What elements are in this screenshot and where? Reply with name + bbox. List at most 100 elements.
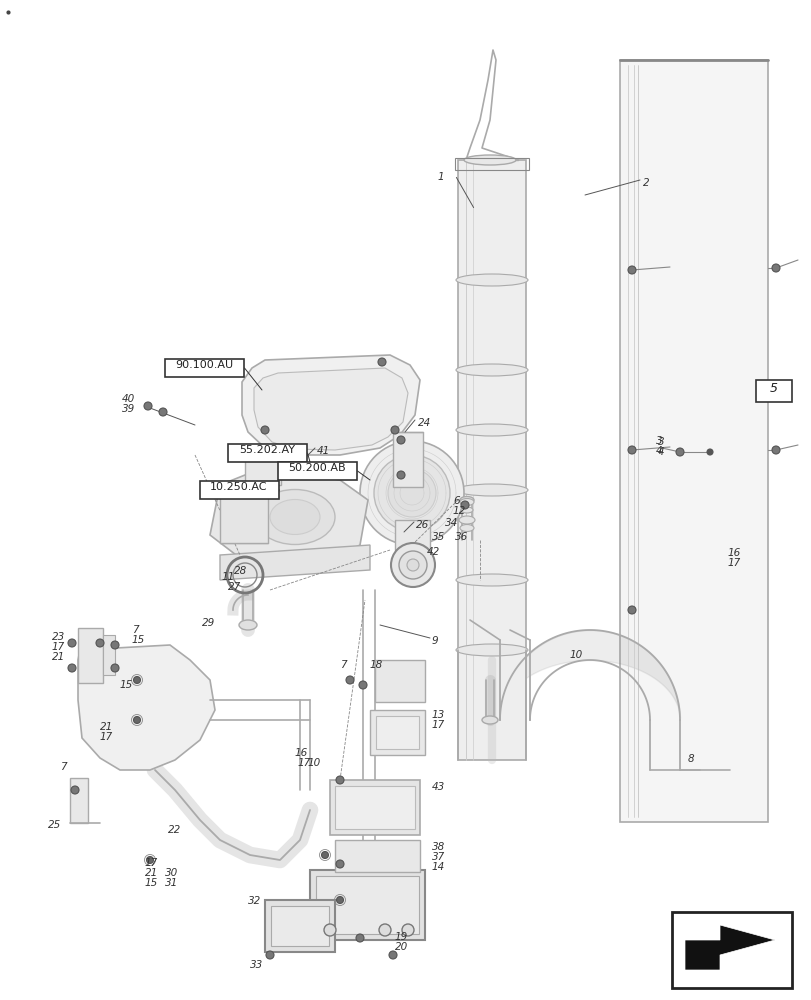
Bar <box>220 488 268 543</box>
Text: 31: 31 <box>165 878 178 888</box>
Circle shape <box>388 469 436 517</box>
Bar <box>200 481 279 499</box>
Text: 21: 21 <box>145 868 158 878</box>
Text: 40: 40 <box>122 394 135 404</box>
Polygon shape <box>78 645 215 770</box>
Bar <box>165 359 244 377</box>
Bar <box>277 462 357 480</box>
Ellipse shape <box>458 516 474 524</box>
Circle shape <box>359 441 463 545</box>
Circle shape <box>133 716 140 724</box>
Polygon shape <box>684 925 774 970</box>
Text: 21: 21 <box>52 652 65 662</box>
Ellipse shape <box>456 274 527 286</box>
Text: 42: 42 <box>427 547 440 557</box>
Bar <box>315 876 418 934</box>
Ellipse shape <box>461 507 473 513</box>
Circle shape <box>397 471 405 479</box>
Circle shape <box>388 951 397 959</box>
Ellipse shape <box>460 496 474 504</box>
Text: 17: 17 <box>431 720 444 730</box>
Text: 3: 3 <box>657 437 664 447</box>
Bar <box>103 635 115 675</box>
Text: 15: 15 <box>120 680 133 690</box>
Text: 39: 39 <box>122 404 135 414</box>
Text: 20: 20 <box>394 942 408 952</box>
Text: 8: 8 <box>687 754 693 764</box>
Bar <box>310 870 424 940</box>
Text: 4: 4 <box>657 447 664 457</box>
Ellipse shape <box>463 155 515 165</box>
Text: 17: 17 <box>727 558 740 568</box>
Circle shape <box>336 860 344 868</box>
Text: 16: 16 <box>294 748 308 758</box>
Text: 7: 7 <box>132 625 139 635</box>
Bar <box>375 660 424 702</box>
Circle shape <box>358 681 367 689</box>
Circle shape <box>627 266 635 274</box>
Circle shape <box>706 449 712 455</box>
Bar <box>755 380 791 402</box>
Text: 90.100.AU: 90.100.AU <box>174 360 233 370</box>
Text: 5: 5 <box>769 382 777 395</box>
Bar <box>375 716 418 749</box>
Text: 14: 14 <box>431 862 444 872</box>
Text: 15: 15 <box>132 635 145 645</box>
Text: 22: 22 <box>168 825 181 835</box>
Circle shape <box>336 896 343 903</box>
Text: 17: 17 <box>298 758 311 768</box>
Text: 33: 33 <box>250 960 263 970</box>
Bar <box>335 786 414 829</box>
Text: 9: 9 <box>431 636 438 646</box>
Bar <box>393 432 423 487</box>
Text: 1: 1 <box>437 172 444 182</box>
Circle shape <box>355 934 363 942</box>
Polygon shape <box>254 368 407 450</box>
Circle shape <box>461 501 469 509</box>
Ellipse shape <box>270 499 320 534</box>
Text: 7: 7 <box>60 762 67 772</box>
Circle shape <box>321 851 328 858</box>
Polygon shape <box>220 545 370 580</box>
Text: 50.200.AB: 50.200.AB <box>288 463 345 473</box>
Ellipse shape <box>482 716 497 724</box>
Bar <box>329 780 419 835</box>
Circle shape <box>397 436 405 444</box>
Circle shape <box>627 446 635 454</box>
Polygon shape <box>457 160 526 760</box>
Ellipse shape <box>460 524 474 532</box>
Text: 17: 17 <box>52 642 65 652</box>
Circle shape <box>96 639 104 647</box>
Text: 29: 29 <box>202 618 215 628</box>
Text: 34: 34 <box>444 518 457 528</box>
Circle shape <box>336 776 344 784</box>
Text: 25: 25 <box>48 820 61 830</box>
Text: 10: 10 <box>307 758 321 768</box>
Circle shape <box>398 551 427 579</box>
Text: 10: 10 <box>569 650 582 660</box>
Text: 12: 12 <box>453 506 466 516</box>
Circle shape <box>260 426 268 434</box>
Circle shape <box>406 559 418 571</box>
Circle shape <box>391 426 398 434</box>
Circle shape <box>374 455 449 531</box>
Circle shape <box>266 951 273 959</box>
Ellipse shape <box>456 364 527 376</box>
Bar <box>620 60 767 822</box>
Text: 28: 28 <box>234 566 247 576</box>
Circle shape <box>111 664 119 672</box>
Text: 26: 26 <box>415 520 429 530</box>
Text: 15: 15 <box>145 878 158 888</box>
Bar <box>370 710 424 755</box>
Circle shape <box>324 924 336 936</box>
Ellipse shape <box>456 644 527 656</box>
Bar <box>335 840 419 872</box>
Circle shape <box>379 924 391 936</box>
Circle shape <box>627 606 635 614</box>
Text: 7: 7 <box>340 660 346 670</box>
Text: 21: 21 <box>100 722 113 732</box>
Bar <box>271 906 328 946</box>
Bar <box>264 900 335 952</box>
Bar <box>245 455 281 485</box>
Circle shape <box>159 408 167 416</box>
